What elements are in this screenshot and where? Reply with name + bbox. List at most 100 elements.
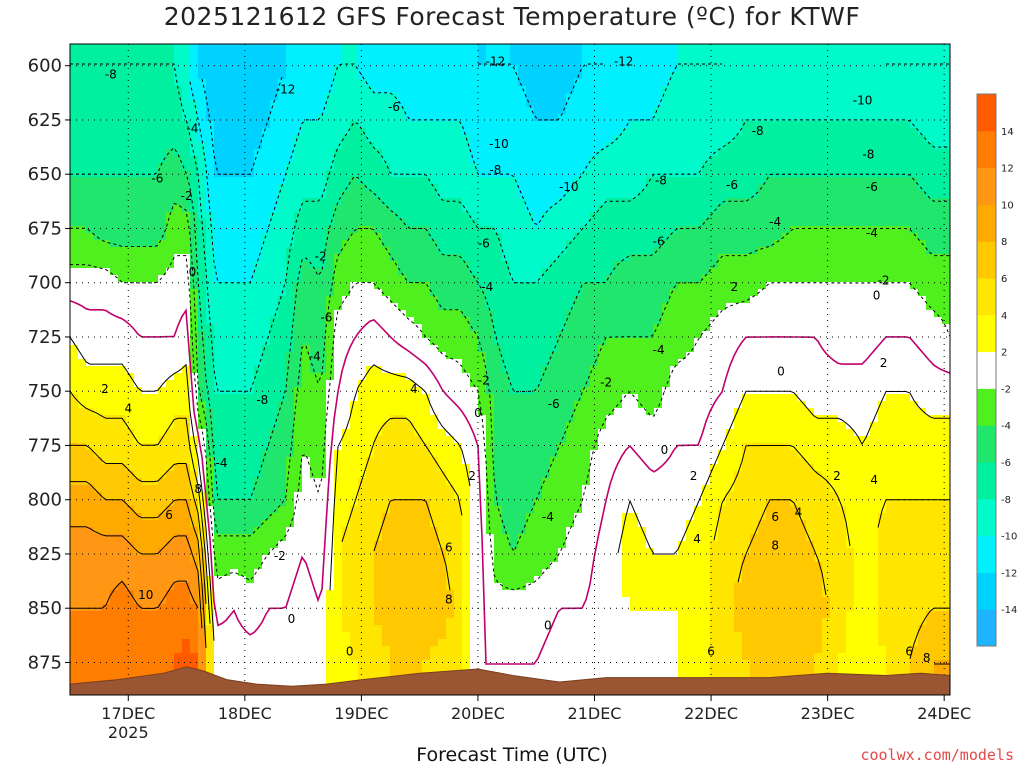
field-cell — [214, 408, 223, 416]
field-cell — [494, 79, 503, 87]
field-cell — [190, 520, 199, 528]
field-cell — [478, 233, 487, 241]
field-cell — [174, 513, 183, 521]
field-cell — [286, 191, 295, 199]
field-cell — [78, 100, 87, 108]
field-cell — [190, 366, 199, 374]
field-cell — [302, 387, 311, 395]
field-cell — [270, 499, 279, 507]
field-cell — [374, 352, 383, 360]
field-cell — [446, 324, 455, 332]
field-cell — [118, 170, 127, 178]
field-cell — [446, 443, 455, 451]
field-cell — [206, 261, 215, 269]
field-cell — [206, 401, 215, 409]
field-cell — [478, 387, 487, 395]
field-cell — [166, 86, 175, 94]
field-cell — [158, 331, 167, 339]
field-cell — [70, 576, 79, 584]
field-cell — [206, 107, 215, 115]
field-cell — [390, 373, 399, 381]
field-cell — [326, 156, 335, 164]
field-cell — [158, 121, 167, 129]
field-cell — [86, 457, 95, 465]
field-cell — [318, 485, 327, 493]
field-cell — [286, 86, 295, 94]
field-cell — [430, 380, 439, 388]
field-cell — [294, 233, 303, 241]
field-cell — [350, 471, 359, 479]
field-cell — [230, 415, 239, 423]
field-cell — [86, 660, 95, 668]
field-cell — [126, 149, 135, 157]
field-cell — [246, 93, 255, 101]
field-cell — [214, 639, 223, 647]
field-cell — [430, 415, 439, 423]
field-cell — [374, 646, 383, 654]
field-cell — [446, 79, 455, 87]
field-cell — [238, 625, 247, 633]
field-cell — [78, 289, 87, 297]
field-cell — [470, 415, 479, 423]
field-cell — [286, 499, 295, 507]
field-cell — [366, 191, 375, 199]
field-cell — [414, 156, 423, 164]
field-cell — [422, 275, 431, 283]
field-cell — [350, 338, 359, 346]
field-cell — [238, 226, 247, 234]
field-cell — [358, 303, 367, 311]
field-cell — [358, 107, 367, 115]
field-cell — [78, 331, 87, 339]
field-cell — [326, 107, 335, 115]
field-cell — [414, 625, 423, 633]
field-cell — [430, 233, 439, 241]
field-cell — [286, 527, 295, 535]
field-cell — [214, 478, 223, 486]
field-cell — [310, 646, 319, 654]
field-cell — [94, 107, 103, 115]
field-cell — [366, 275, 375, 283]
field-cell — [374, 506, 383, 514]
field-cell — [310, 604, 319, 612]
field-cell — [454, 240, 463, 248]
field-cell — [486, 436, 495, 444]
field-cell — [294, 177, 303, 185]
field-cell — [390, 212, 399, 220]
field-cell — [318, 373, 327, 381]
field-cell — [358, 247, 367, 255]
field-cell — [318, 422, 327, 430]
field-cell — [142, 142, 151, 150]
field-cell — [382, 520, 391, 528]
field-cell — [246, 478, 255, 486]
field-cell — [150, 394, 159, 402]
field-cell — [198, 436, 207, 444]
field-cell — [382, 653, 391, 661]
field-cell — [190, 303, 199, 311]
field-cell — [126, 562, 135, 570]
field-cell — [462, 58, 471, 66]
field-cell — [486, 100, 495, 108]
field-cell — [350, 541, 359, 549]
field-cell — [214, 338, 223, 346]
field-cell — [198, 233, 207, 241]
field-cell — [230, 506, 239, 514]
field-cell — [126, 401, 135, 409]
field-cell — [406, 51, 415, 59]
field-cell — [414, 422, 423, 430]
field-cell — [382, 387, 391, 395]
field-cell — [462, 639, 471, 647]
field-cell — [174, 44, 183, 52]
field-cell — [286, 576, 295, 584]
field-cell — [126, 289, 135, 297]
field-cell — [158, 373, 167, 381]
field-cell — [142, 569, 151, 577]
field-cell — [262, 429, 271, 437]
field-cell — [94, 114, 103, 122]
field-cell — [126, 639, 135, 647]
field-cell — [206, 282, 215, 290]
field-cell — [478, 79, 487, 87]
field-cell — [126, 653, 135, 661]
field-cell — [270, 93, 279, 101]
field-cell — [462, 310, 471, 318]
field-cell — [150, 86, 159, 94]
